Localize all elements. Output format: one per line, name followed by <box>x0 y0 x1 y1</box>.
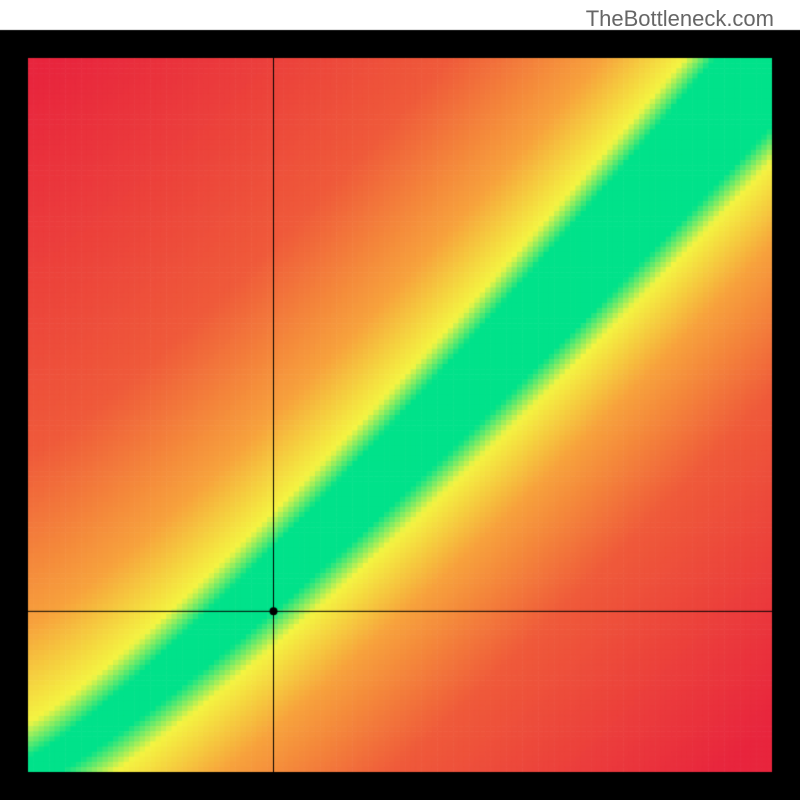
watermark-text: TheBottleneck.com <box>586 6 774 32</box>
bottleneck-heatmap <box>0 0 800 800</box>
